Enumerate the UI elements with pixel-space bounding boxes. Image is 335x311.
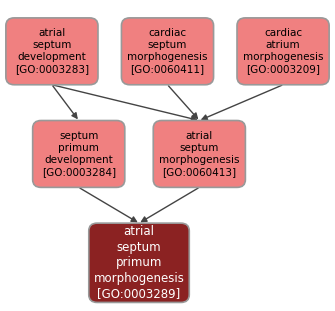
Text: cardiac
atrium
morphogenesis
[GO:0003209]: cardiac atrium morphogenesis [GO:0003209… — [243, 28, 323, 74]
FancyBboxPatch shape — [237, 18, 329, 85]
Text: atrial
septum
morphogenesis
[GO:0060413]: atrial septum morphogenesis [GO:0060413] — [159, 131, 240, 177]
FancyBboxPatch shape — [121, 18, 214, 85]
Text: atrial
septum
primum
morphogenesis
[GO:0003289]: atrial septum primum morphogenesis [GO:0… — [93, 225, 185, 300]
FancyBboxPatch shape — [153, 120, 245, 187]
Text: septum
primum
development
[GO:0003284]: septum primum development [GO:0003284] — [42, 131, 116, 177]
Text: atrial
septum
development
[GO:0003283]: atrial septum development [GO:0003283] — [15, 28, 89, 74]
FancyBboxPatch shape — [89, 223, 189, 302]
FancyBboxPatch shape — [6, 18, 98, 85]
FancyBboxPatch shape — [32, 120, 125, 187]
Text: cardiac
septum
morphogenesis
[GO:0060411]: cardiac septum morphogenesis [GO:0060411… — [127, 28, 208, 74]
